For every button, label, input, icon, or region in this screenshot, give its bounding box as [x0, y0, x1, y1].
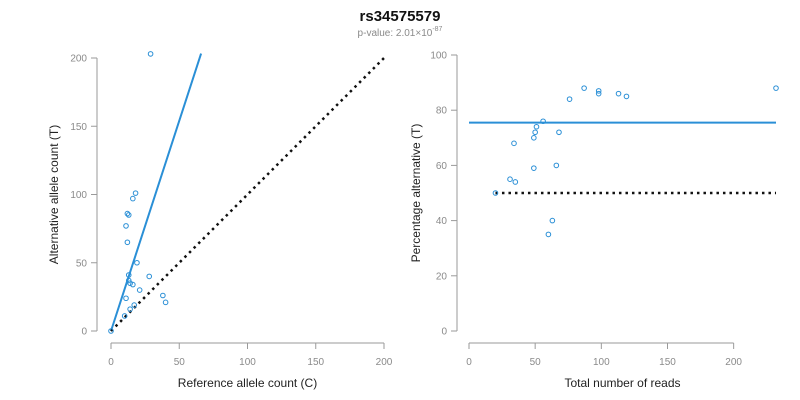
x-tick-label: 100: [593, 357, 610, 368]
x-tick-label: 0: [466, 357, 472, 368]
x-tick-label: 200: [376, 357, 393, 368]
y-tick-label: 100: [430, 51, 447, 62]
left-panel: 0 50 100 150 200 0 50 100 150 200 Reference allele…: [47, 51, 393, 390]
data-point: [512, 179, 519, 185]
data-point: [545, 231, 552, 238]
x-tick-label: 150: [659, 357, 676, 368]
data-point: [556, 129, 562, 136]
data-point: [108, 328, 114, 334]
data-point: [124, 239, 131, 246]
chart-title: rs34575579: [360, 8, 441, 25]
data-point: [615, 90, 622, 97]
fitted-line: [110, 53, 203, 332]
subtitle-exponent: -87: [432, 26, 442, 33]
data-point: [492, 190, 499, 196]
y-tick-label: 200: [70, 54, 87, 65]
data-point: [125, 277, 132, 284]
data-point: [147, 51, 154, 57]
x-tick-label: 50: [530, 357, 542, 368]
data-point: [581, 85, 587, 91]
data-point: [533, 123, 540, 130]
x-axis-label: Total number of reads: [564, 376, 680, 390]
data-point: [531, 135, 537, 141]
data-point: [136, 287, 143, 293]
data-point: [132, 190, 139, 196]
y-axis-label: Percentage alternative (T): [409, 124, 423, 263]
data-point: [511, 140, 517, 147]
data-point: [162, 299, 169, 306]
x-axis-label: Reference allele count (C): [178, 376, 317, 390]
chart-subtitle: p-value: 2.01×10-87: [358, 26, 443, 39]
data-point: [773, 85, 779, 91]
y-tick-label: 60: [436, 161, 448, 172]
x-tick-label: 50: [174, 357, 186, 368]
x-tick-label: 100: [239, 357, 256, 368]
y-tick-label: 50: [76, 258, 88, 269]
y-tick-label: 20: [436, 271, 448, 282]
data-point: [595, 90, 602, 97]
y-tick-label: 100: [70, 190, 87, 201]
y-tick-label: 0: [81, 327, 87, 338]
data-point: [532, 129, 538, 136]
data-point: [124, 210, 131, 217]
y-tick-label: 0: [441, 327, 447, 338]
data-point: [125, 272, 132, 278]
data-point: [125, 212, 132, 218]
x-tick-label: 200: [725, 357, 742, 368]
x-tick-label: 150: [307, 357, 324, 368]
data-point: [160, 292, 166, 299]
data-point: [130, 281, 136, 288]
data-point: [553, 162, 560, 169]
subtitle-text: p-value: 2.01×10: [358, 28, 433, 39]
y-tick-label: 40: [436, 216, 448, 227]
x-tick-label: 0: [108, 357, 114, 368]
y-axis-label: Alternative allele count (T): [47, 125, 61, 264]
data-point: [549, 217, 556, 224]
data-point: [540, 118, 546, 125]
null-line: [110, 54, 388, 332]
data-point: [595, 88, 602, 94]
data-point: [531, 165, 537, 171]
data-point: [566, 96, 573, 102]
data-point: [131, 302, 138, 308]
data-point: [127, 306, 133, 312]
data-point: [134, 259, 140, 266]
data-point: [130, 195, 136, 202]
data-point: [121, 313, 128, 319]
data-point: [507, 176, 513, 182]
data-point: [123, 223, 129, 229]
data-point: [623, 93, 630, 100]
y-tick-label: 80: [436, 106, 448, 117]
right-panel: 0 50 100 150 200 0 20 40 60 80 100 Total number of …: [409, 51, 779, 390]
data-point: [127, 280, 133, 287]
data-point: [146, 273, 153, 280]
y-tick-label: 150: [70, 122, 87, 133]
data-point: [123, 295, 129, 302]
